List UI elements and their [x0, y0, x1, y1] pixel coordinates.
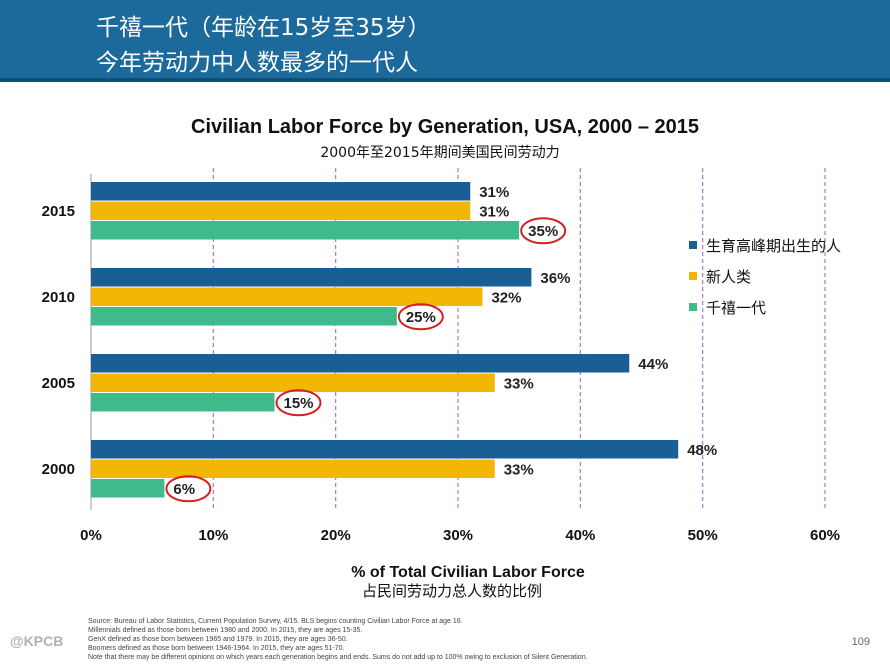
footnote-line: Boomers defined as those born between 19… [88, 645, 345, 652]
header-title-line-2: 今年劳动力中人数最多的一代人 [96, 50, 418, 76]
footnote-line: Millennials defined as those born betwee… [88, 627, 363, 634]
x-tick-label: 0% [80, 527, 102, 544]
slide-header: 千禧一代（年龄在15岁至35岁） 今年劳动力中人数最多的一代人 [0, 0, 890, 82]
chart-bars: 31% 31% 35% 36% 32% 25% 44% 33% 15% 48% 33% 6% [91, 182, 717, 503]
footnotes: Source: Bureau of Labor Statistics, Curr… [88, 617, 848, 662]
data-label: 31% [479, 184, 509, 201]
highlight-circle [520, 217, 567, 245]
category-label: 2005 [42, 375, 75, 392]
legend-label: 千禧一代 [706, 299, 766, 317]
footnote-line: Note that there may be different opinion… [88, 654, 588, 661]
bar [91, 373, 495, 392]
bar [91, 354, 630, 373]
bar [91, 393, 275, 412]
category-label: 2000 [42, 461, 75, 478]
bar [91, 440, 679, 459]
data-label: 6% [173, 481, 195, 498]
data-label: 33% [504, 461, 534, 478]
category-label: 2010 [42, 289, 75, 306]
data-label: 35% [528, 223, 558, 240]
highlight-circle [397, 303, 444, 331]
category-label: 2015 [42, 203, 75, 220]
chart-category-labels: 2015 2010 2005 2000 [42, 203, 75, 478]
legend-swatch [689, 241, 697, 249]
legend-label: 生育高峰期出生的人 [706, 237, 841, 255]
bar [91, 479, 165, 498]
data-label: 15% [284, 395, 314, 412]
bar [91, 287, 483, 306]
data-label: 44% [638, 356, 668, 373]
highlight-circle [165, 475, 212, 503]
x-axis-label: % of Total Civilian Labor Force [351, 564, 585, 581]
bar [91, 182, 471, 201]
data-label: 33% [504, 375, 534, 392]
data-label: 36% [540, 270, 570, 287]
x-tick-label: 60% [810, 527, 840, 544]
data-label: 25% [406, 309, 436, 326]
data-label: 32% [491, 289, 521, 306]
x-tick-label: 10% [198, 527, 228, 544]
chart-subtitle: 2000年至2015年期间美国民间劳动力 [320, 145, 559, 161]
chart-x-ticks: 0% 10% 20% 30% 40% 50% 60% [80, 527, 840, 544]
bar [91, 221, 520, 240]
bar [91, 307, 397, 326]
highlight-circle [275, 389, 322, 417]
x-tick-label: 30% [443, 527, 473, 544]
data-label: 48% [687, 442, 717, 459]
legend-swatch [689, 303, 697, 311]
kpcb-logo: @KPCB [10, 633, 64, 649]
chart-title: Civilian Labor Force by Generation, USA,… [191, 116, 699, 138]
x-tick-label: 20% [321, 527, 351, 544]
x-tick-label: 50% [688, 527, 718, 544]
x-tick-label: 40% [565, 527, 595, 544]
footnote-line: GenX defined as those born between 1965 … [88, 636, 348, 643]
bar [91, 201, 471, 220]
bar [91, 459, 495, 478]
footnote-line: Source: Bureau of Labor Statistics, Curr… [88, 618, 463, 625]
header-accent-bar [0, 78, 890, 82]
bar [91, 268, 532, 287]
data-label: 31% [479, 203, 509, 220]
x-axis-label-cn: 占民间劳动力总人数的比例 [362, 582, 542, 600]
legend-label: 新人类 [706, 268, 751, 286]
header-title-line-1: 千禧一代（年龄在15岁至35岁） [96, 15, 431, 41]
legend-swatch [689, 272, 697, 280]
page-number: 109 [851, 636, 870, 648]
